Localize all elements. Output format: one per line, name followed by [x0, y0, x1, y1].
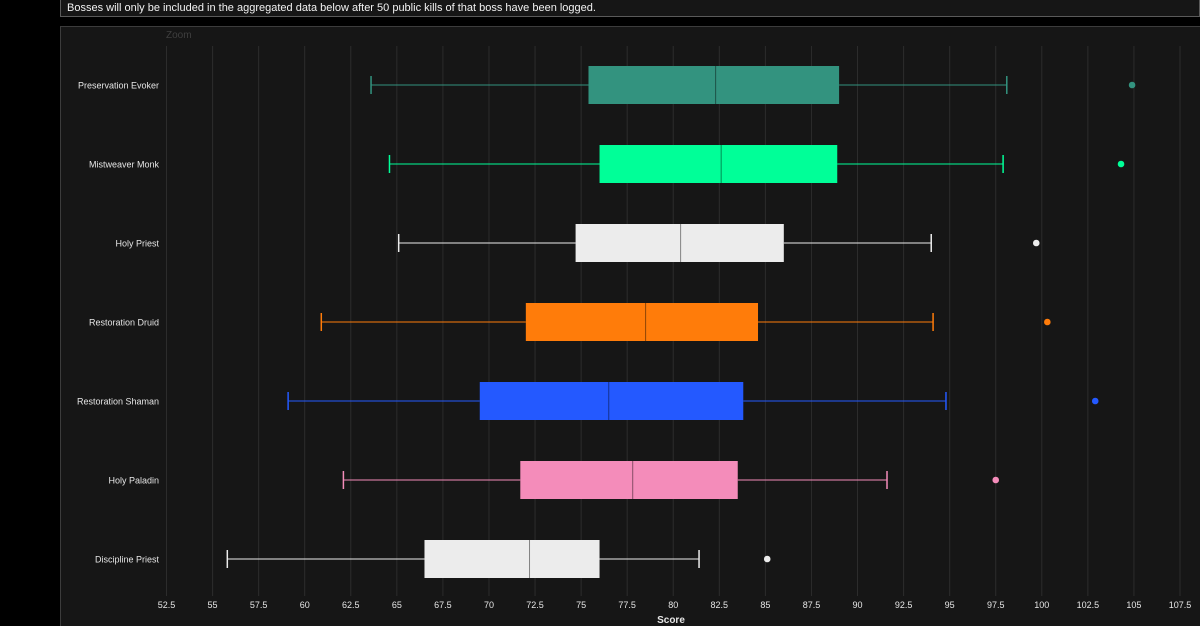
category-label: Discipline Priest — [95, 555, 160, 565]
x-axis-ticks: 52.5 55 57.5 60 62.5 65 67.5 70 72.5 75 77.5 80 82.5… — [158, 600, 1192, 610]
outlier-point — [992, 476, 1000, 484]
box-iqr — [520, 461, 738, 499]
x-tick-label: 107.5 — [1169, 600, 1192, 610]
x-tick-label: 60 — [300, 600, 310, 610]
x-axis-title: Score — [657, 615, 685, 626]
x-tick-label: 75 — [576, 600, 586, 610]
outlier-point — [1044, 318, 1051, 326]
box-iqr — [588, 66, 840, 104]
zoom-button[interactable]: Zoom — [166, 30, 192, 41]
x-tick-label: 72.5 — [526, 600, 544, 610]
x-tick-label: 70 — [484, 600, 494, 610]
outlier-point — [1128, 81, 1136, 89]
box-iqr — [599, 145, 838, 183]
box-plot-series — [320, 303, 1051, 341]
box-iqr — [525, 303, 759, 341]
x-tick-label: 57.5 — [250, 600, 268, 610]
x-tick-label: 85 — [760, 600, 770, 610]
box-plot-series — [226, 540, 771, 578]
x-tick-label: 90 — [853, 600, 863, 610]
x-tick-label: 92.5 — [895, 600, 913, 610]
x-tick-label: 100 — [1034, 600, 1049, 610]
notice-banner: Bosses will only be included in the aggr… — [60, 0, 1200, 17]
x-tick-label: 55 — [208, 600, 218, 610]
outlier-point — [1117, 160, 1125, 168]
category-label: Restoration Shaman — [77, 397, 159, 407]
x-tick-label: 80 — [668, 600, 678, 610]
box-plot-series — [287, 382, 1099, 420]
outlier-point — [763, 555, 771, 563]
x-tick-label: 105 — [1126, 600, 1141, 610]
x-tick-label: 52.5 — [158, 600, 176, 610]
x-tick-label: 87.5 — [803, 600, 821, 610]
box-plot-series — [342, 461, 1000, 499]
x-tick-label: 67.5 — [434, 600, 452, 610]
box-iqr — [424, 540, 600, 578]
box-iqr — [479, 382, 744, 420]
outlier-point — [1091, 397, 1099, 405]
box-iqr — [575, 224, 784, 262]
box-plot-series — [370, 66, 1136, 104]
outlier-point — [1032, 239, 1040, 247]
box-plot-series — [397, 224, 1040, 262]
x-tick-label: 62.5 — [342, 600, 360, 610]
x-tick-label: 77.5 — [618, 600, 636, 610]
box-plot-series — [388, 145, 1125, 183]
category-label: Holy Priest — [115, 239, 159, 249]
category-label: Preservation Evoker — [78, 81, 159, 91]
x-tick-label: 102.5 — [1077, 600, 1100, 610]
box-plots — [226, 66, 1136, 578]
category-label: Restoration Druid — [89, 318, 159, 328]
category-label: Mistweaver Monk — [89, 160, 160, 170]
x-tick-label: 97.5 — [987, 600, 1005, 610]
x-tick-label: 82.5 — [711, 600, 729, 610]
category-label: Holy Paladin — [108, 476, 159, 486]
x-tick-label: 65 — [392, 600, 402, 610]
x-tick-label: 95 — [945, 600, 955, 610]
category-labels: Preservation Evoker Mistweaver Monk Holy P… — [77, 81, 160, 565]
